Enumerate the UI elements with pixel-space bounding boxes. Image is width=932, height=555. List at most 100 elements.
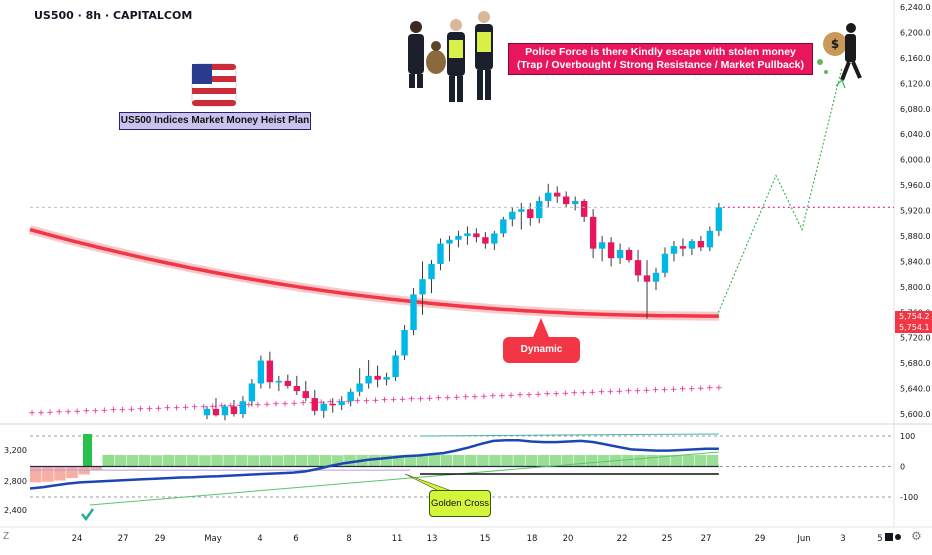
osc-histogram-bar xyxy=(634,454,646,467)
candle-body xyxy=(311,398,318,411)
price-tick-label: 6,000.0 xyxy=(900,156,931,165)
candle-body xyxy=(464,233,471,236)
dot-marker: + xyxy=(46,408,54,418)
osc-histogram-bar xyxy=(428,454,441,467)
osc-histogram-bar xyxy=(416,454,429,467)
price-tag-box xyxy=(895,311,932,322)
price-tick-label: 6,080.0 xyxy=(900,105,931,114)
golden-cross-label: Golden Cross xyxy=(429,490,491,517)
dot-marker: + xyxy=(173,403,181,413)
time-tick-label: 5 xyxy=(877,534,882,544)
dot-marker: + xyxy=(417,394,425,404)
osc-histogram-bar xyxy=(344,454,356,467)
dot-marker: + xyxy=(589,388,597,398)
candle-body xyxy=(239,401,247,414)
candle-body xyxy=(248,383,256,402)
candle-body xyxy=(455,235,462,240)
dot-marker: + xyxy=(489,392,497,402)
osc-histogram-bar xyxy=(150,455,163,467)
osc-histogram-bar xyxy=(54,466,66,481)
price-tick-label: 5,720.0 xyxy=(900,334,931,343)
osc-histogram-bar xyxy=(380,454,392,467)
candle-body xyxy=(598,242,606,249)
dot-marker: + xyxy=(101,406,109,416)
osc-left-label: 2,800 xyxy=(4,477,27,486)
osc-histogram-bar xyxy=(465,454,477,467)
time-tick-label: 27 xyxy=(118,534,129,544)
osc-histogram-bar xyxy=(66,466,78,479)
osc-histogram-bar xyxy=(42,466,54,482)
osc-axis-label: 100 xyxy=(900,432,915,441)
banner-line-1: Police Force is there Kindly escape with… xyxy=(525,46,796,58)
price-tag-label: 5,754.1 xyxy=(899,323,930,332)
candle-body xyxy=(706,230,714,248)
projection-path xyxy=(716,67,846,317)
tradingview-logo-icon xyxy=(885,533,901,541)
dynamic-support-pointer xyxy=(533,318,549,337)
osc-histogram-bar xyxy=(30,466,42,483)
dot-marker: + xyxy=(299,399,307,409)
osc-histogram-bar xyxy=(501,454,513,467)
dot-marker: + xyxy=(245,401,253,411)
dot-marker: + xyxy=(55,408,63,418)
dot-marker: + xyxy=(363,396,371,406)
candle-body xyxy=(392,355,399,378)
dotted-series: + + + + + + + + + + + + + + + + + + + + + + + + + + + + + + + + + + + + + + + +… xyxy=(28,383,722,418)
dot-marker: + xyxy=(164,404,172,414)
dot-marker: + xyxy=(679,385,687,395)
gear-icon[interactable]: ⚙ xyxy=(911,529,922,543)
price-tick-label: 5,680.0 xyxy=(900,359,931,368)
osc-histogram-bar xyxy=(561,454,574,467)
dot-marker: + xyxy=(516,391,524,401)
osc-histogram-bar xyxy=(211,454,223,467)
time-tick-label: 3 xyxy=(840,534,845,544)
osc-histogram-bar xyxy=(114,454,127,467)
osc-histogram-bar xyxy=(295,454,308,467)
dot-marker: + xyxy=(128,405,136,415)
time-tick-label: 24 xyxy=(72,534,83,544)
dot-marker: + xyxy=(471,392,479,402)
dot-marker: + xyxy=(182,403,190,413)
ma-glow xyxy=(28,225,719,321)
dot-marker: + xyxy=(155,404,163,414)
candle-body xyxy=(518,209,525,212)
osc-histogram-bar xyxy=(646,454,658,467)
time-tick-label: 15 xyxy=(480,534,491,544)
checkmark-icon xyxy=(81,508,95,522)
dot-marker: + xyxy=(37,408,45,418)
dot-marker: + xyxy=(570,389,578,399)
candle-body xyxy=(266,360,274,383)
osc-histogram-bar xyxy=(259,455,272,467)
dot-marker: + xyxy=(64,407,72,417)
timezone-z-label[interactable]: Z xyxy=(3,531,10,542)
time-tick-label: May xyxy=(204,534,222,544)
time-tick-label: 25 xyxy=(662,534,673,544)
osc-histogram-bar xyxy=(90,466,102,471)
candle-body xyxy=(589,216,597,249)
dot-marker: + xyxy=(390,395,398,405)
candle-body xyxy=(212,408,220,416)
osc-histogram-bar xyxy=(392,454,405,467)
osc-histogram-bar xyxy=(537,454,550,467)
candle-body xyxy=(446,239,453,244)
dot-marker: + xyxy=(634,386,642,396)
osc-histogram-bar xyxy=(368,454,380,467)
osc-histogram-bar xyxy=(247,455,260,467)
dot-marker: + xyxy=(110,406,118,416)
dot-marker: + xyxy=(435,394,443,404)
annotation-banner: Police Force is there Kindly escape with… xyxy=(508,43,813,75)
candle-body xyxy=(284,380,292,387)
osc-histogram-bar xyxy=(223,454,235,467)
osc-histogram-bar xyxy=(235,454,247,467)
dot-marker: + xyxy=(625,387,633,397)
osc-histogram-bar xyxy=(622,454,634,467)
candle-body xyxy=(580,200,588,217)
candle-body xyxy=(203,408,211,416)
dot-marker: + xyxy=(561,389,569,399)
dot-marker: + xyxy=(498,391,506,401)
dot-marker: + xyxy=(254,400,262,410)
osc-histogram-bar xyxy=(138,454,151,467)
time-tick-label: 4 xyxy=(257,534,262,544)
osc-histogram-bar xyxy=(513,454,525,467)
